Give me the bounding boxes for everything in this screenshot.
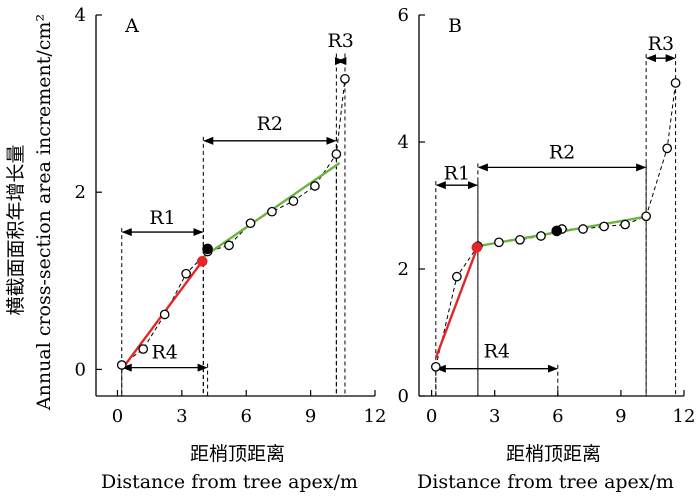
p0-data-point [340, 73, 350, 84]
p0-x-tick-label: 9 [305, 406, 316, 427]
p1-data-point [578, 224, 588, 234]
p1-panel-title: B [448, 15, 462, 37]
p0-x-tick-label: 12 [364, 406, 387, 427]
p1-x-tick-label: 3 [489, 406, 500, 427]
p0-data-point [310, 181, 320, 191]
p0-data-point [159, 309, 170, 320]
p1-data-point [670, 78, 681, 88]
p0-data-point [116, 360, 127, 370]
p0-x-tick-label: 0 [112, 406, 123, 427]
panel-a: 0 3 6 9 12 0 2 4 A 距梢顶距离 Distance from tree apex/m… [75, 5, 387, 493]
p0-x-tick-label: 6 [241, 406, 252, 427]
p1-data-point [430, 361, 441, 372]
p0-data-point [245, 218, 256, 229]
p0-data-point [288, 196, 299, 206]
y-axis-label-group: 横截面面积年增长量 [5, 144, 27, 315]
p1-fit-line-red [434, 245, 480, 359]
p0-y-tick-label: 0 [75, 359, 86, 380]
p1-y-tick-label: 6 [398, 5, 409, 26]
p1-data-point [641, 211, 651, 222]
p0-data-point [267, 206, 277, 217]
p0-y-tick-label: 4 [75, 5, 86, 26]
p1-breakpoint-marker [551, 225, 563, 237]
p1-region-label-r4: R4 [484, 340, 510, 362]
p0-breakpoint-marker [196, 256, 208, 267]
p0-data-point [181, 268, 191, 279]
p1-data-point [452, 271, 462, 282]
p1-data-point [515, 234, 525, 245]
p0-data-point [331, 149, 342, 159]
p1-breakpoint-marker [471, 242, 483, 253]
p0-panel-title: A [124, 15, 139, 37]
p0-region-label-r2: R2 [257, 113, 283, 135]
p0-y-tick-label: 2 [75, 182, 86, 203]
y-axis-label-en: Annual cross-section area increment/cm² [33, 14, 55, 411]
p1-data-point [620, 219, 630, 230]
p1-data-point [662, 143, 673, 154]
p0-region-label-r3: R3 [327, 30, 353, 52]
p1-x-tick-label: 12 [673, 406, 696, 427]
p1-data-point [599, 221, 609, 232]
p1-x-tick-label: 0 [426, 406, 437, 427]
y-axis-label-cn: 横截面面积年增长量 [5, 144, 27, 315]
p1-data-point [494, 237, 504, 248]
p0-region-label-r1: R1 [149, 207, 175, 229]
y-axis-label-en-group: Annual cross-section area increment/cm² [33, 14, 55, 411]
p1-x-axis-label-cn: 距梢顶距离 [506, 443, 601, 465]
p1-region-label-r2: R2 [549, 142, 575, 164]
p1-y-tick-label: 0 [398, 386, 409, 407]
p1-region-label-r1: R1 [444, 162, 470, 184]
p1-x-tick-label: 9 [615, 406, 626, 427]
p0-x-axis-label-en: Distance from tree apex/m [101, 471, 358, 493]
p1-data-dashed-line [435, 82, 677, 367]
p0-data-point [224, 240, 234, 251]
p0-x-axis-label-cn: 距梢顶距离 [190, 443, 285, 465]
p0-region-label-r4: R4 [151, 342, 177, 364]
p0-data-dashed-line [121, 78, 346, 366]
p1-region-label-r3: R3 [648, 33, 674, 55]
p1-x-axis-label-en: Distance from tree apex/m [417, 471, 674, 493]
p0-data-point [138, 344, 149, 354]
p0-breakpoint-marker [202, 243, 213, 255]
panel-b: 0 3 6 9 12 0 2 4 6 B 距梢顶距离 Distance from tree apex/… [398, 5, 696, 493]
p1-y-tick-label: 2 [398, 259, 409, 280]
p0-x-tick-label: 3 [176, 406, 187, 427]
p1-y-tick-label: 4 [398, 132, 409, 153]
p1-data-point [536, 231, 546, 241]
p1-x-tick-label: 6 [552, 406, 563, 427]
